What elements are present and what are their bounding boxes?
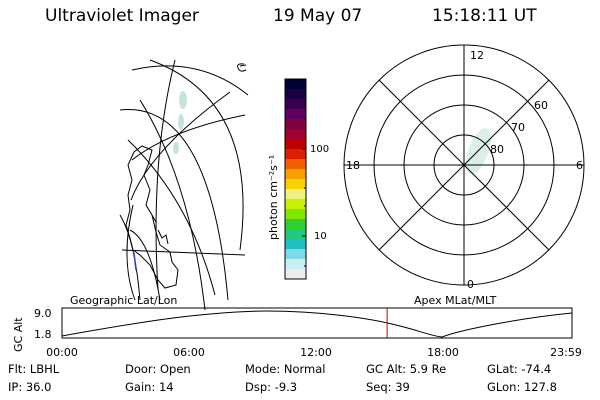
info-door-value: Open [159,362,191,376]
coastline [125,145,179,289]
date-label: 19 May 07 [273,6,363,26]
mlat-label-80: 80 [490,143,504,156]
time-label: 15:18:11 UT [432,6,537,26]
colorbar-swatch [285,99,306,110]
colorbar-swatch [285,139,306,150]
timeline-xticks: 00:00 06:00 12:00 18:00 23:59 [46,346,582,359]
info-ip-value: 36.0 [25,380,52,394]
info-glat-label: GLat: [487,362,518,376]
info-mode-label: Mode: [245,362,281,376]
info-glon: GLon: 127.8 [487,380,557,394]
colorbar-swatch [285,239,306,250]
info-ip-label: IP: [8,380,23,394]
colorbar-swatch [285,229,306,240]
info-door-label: Door: [125,362,157,376]
colorbar-swatch [285,189,306,200]
colorbar-swatch [285,269,306,280]
colorbar-swatch [285,199,306,210]
info-glat: GLat: -74.4 [487,362,551,376]
info-seq-value: 39 [395,380,410,394]
instrument-title: Ultraviolet Imager [45,6,199,26]
colorbar-swatch [285,259,306,270]
colorbar-swatch [285,249,306,260]
colorbar [284,78,307,280]
info-seq-label: Seq: [366,380,392,394]
info-flt: Flt: LBHL [8,362,59,376]
mlat-label-60: 60 [534,99,548,112]
info-flt-label: Flt: [8,362,27,376]
mlat-label-70: 70 [511,121,525,134]
colorbar-unit-label: photon cm⁻²s⁻¹ [267,155,280,240]
colorbar-swatch [285,109,306,120]
info-mode: Mode: Normal [245,362,325,376]
timeline-ytick-top: 9.0 [34,307,52,320]
info-dsp-label: Dsp: [245,380,272,394]
timeline-ylabel: GC Alt [12,317,25,352]
timeline-ytick-bottom: 1.8 [34,328,52,341]
mlt-label-18: 18 [346,159,360,172]
info-dsp: Dsp: -9.3 [245,380,297,394]
colorbar-swatch [285,119,306,130]
xtick-1800: 18:00 [427,346,459,359]
altitude-curve [61,310,573,338]
geographic-label: Geographic Lat/Lon [70,294,177,307]
timeline-plot [61,307,573,339]
colorbar-swatch [285,149,306,160]
colorbar-swatch [285,129,306,140]
info-gain-value: 14 [158,380,174,394]
apex-label: Apex MLat/MLT [414,294,497,307]
xtick-2359: 23:59 [550,346,582,359]
info-ip: IP: 36.0 [8,380,51,394]
colorbar-tick-10: 10 [314,231,327,242]
info-gain: Gain: 14 [125,380,174,394]
colorbar-swatch [285,79,306,90]
info-dsp-value: -9.3 [274,380,298,394]
aurora-glow [173,91,187,154]
xtick-1200: 12:00 [300,346,332,359]
colorbar-swatch [285,179,306,190]
info-mode-value: Normal [283,362,326,376]
colorbar-swatch [285,219,306,230]
info-seq: Seq: 39 [366,380,410,394]
info-glon-label: GLon: [487,380,521,394]
colorbar-swatch [285,169,306,180]
mlt-label-0: 0 [467,278,474,291]
colorbar-swatch [285,159,306,170]
colorbar-ticks [302,100,306,267]
info-glat-value: -74.4 [521,362,552,376]
info-gain-label: Gain: [125,380,156,394]
info-door: Door: Open [125,362,191,376]
polar-plot [343,44,585,286]
xtick-0000: 00:00 [46,346,78,359]
info-glon-value: 127.8 [523,380,557,394]
colorbar-swatch [285,209,306,220]
info-flt-value: LBHL [29,362,60,376]
geographic-map [119,59,249,311]
info-gc-alt-label: GC Alt: [366,362,407,376]
info-gc-alt-value: 5.9 Re [409,362,447,376]
xtick-0600: 06:00 [173,346,205,359]
colorbar-tick-100: 100 [310,144,329,155]
mlt-label-6: 6 [576,159,583,172]
mlt-label-12: 12 [470,49,484,62]
colorbar-swatch [285,89,306,100]
info-gc-alt: GC Alt: 5.9 Re [366,362,446,376]
